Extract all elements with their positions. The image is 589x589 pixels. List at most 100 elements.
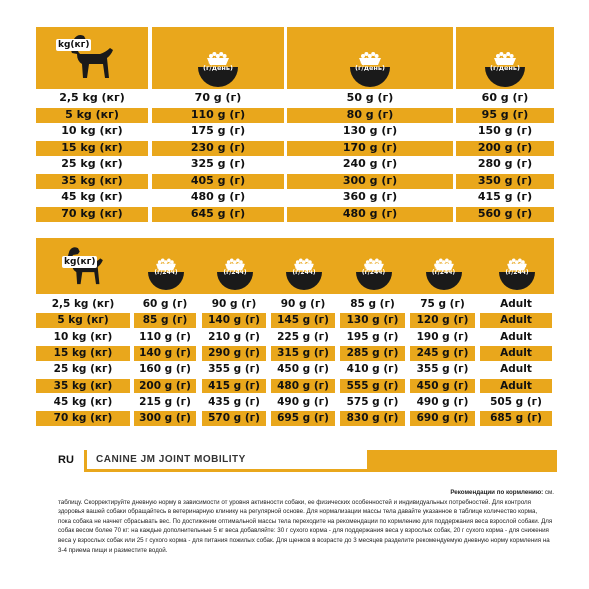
cell-value: 75 g (г) (420, 298, 465, 310)
cell-value: 240 g (г) (342, 157, 398, 170)
cell-value: 575 g (г) (346, 395, 399, 408)
table-cell: 575 g (г) (340, 395, 405, 410)
table-cell: 355 g (г) (410, 362, 475, 377)
table-cell: 685 g (г) (480, 411, 552, 426)
weight-header-label-2: kg(кг) (62, 256, 98, 268)
weight-label: 5 kg (кг) (57, 314, 109, 327)
column-unit-label: g/24h (433, 262, 454, 269)
notes-heading-tail: см. (543, 489, 554, 496)
weight-label: 35 kg (кг) (61, 173, 123, 187)
table-cell: Adult (480, 362, 552, 377)
table-cell: 145 g (г) (271, 313, 335, 329)
cell-value: 645 g (г) (190, 206, 246, 220)
cell-value: 110 g (г) (139, 330, 191, 343)
cell-value: 245 g (г) (416, 346, 469, 359)
table-cell: 350 g (г) (456, 173, 554, 189)
cell-value: 435 g (г) (208, 395, 260, 408)
table-cell: 570 g (г) (202, 411, 266, 426)
table-cell: 150 g (г) (456, 124, 554, 139)
table-cell: 60 g (г) (456, 91, 554, 106)
table-cell: 210 g (г) (202, 330, 266, 345)
feeding-table-2: kg(кг) g/24h (г/24ч) g/24h (г/24ч) g/24h (г/2… (36, 238, 554, 430)
cell-value: Adult (500, 363, 532, 376)
cell-value: 160 g (г) (139, 363, 191, 376)
weight-label: 70 kg (кг) (53, 412, 113, 425)
table-cell: 645 g (г) (152, 206, 284, 222)
weight-label: 2,5 kg (кг) (51, 298, 115, 310)
cell-value: 555 g (г) (346, 379, 399, 392)
cell-value: 140 g (г) (139, 346, 191, 359)
column-unit-label: g/24h (156, 262, 176, 269)
cell-value: 480 g (г) (342, 206, 398, 220)
cell-value: 480 g (г) (277, 379, 329, 392)
table-cell: 290 g (г) (202, 345, 266, 361)
cell-value: 450 g (г) (277, 363, 329, 376)
notes-heading-line: Рекомендации по кормлению: см. (58, 488, 554, 498)
food-bowl-icon (350, 52, 390, 87)
cell-value: 85 g (г) (142, 314, 188, 327)
table-cell: 325 g (г) (152, 157, 284, 172)
table-cell: 95 g (г) (456, 107, 554, 123)
weight-label: 45 kg (кг) (61, 190, 123, 203)
product-bar-stripe (84, 450, 557, 472)
table-cell: 130 g (г) (340, 313, 405, 329)
table-cell: 355 g (г) (202, 362, 266, 377)
cell-value: 505 g (г) (490, 395, 542, 408)
table-cell: 360 g (г) (287, 190, 453, 205)
cell-value: 190 g (г) (416, 330, 469, 343)
cell-value: 210 g (г) (208, 330, 260, 343)
column-unit-label: g/24h (294, 262, 314, 269)
column-unit-label: g/24h (225, 262, 245, 269)
table-cell: 450 g (г) (410, 378, 475, 394)
table-cell: 230 g (г) (152, 140, 284, 156)
column-unit-label: (г/24ч) (292, 269, 316, 276)
table-cell: 405 g (г) (152, 173, 284, 189)
food-bowl-icon (286, 258, 322, 290)
table-cell: 480 g (г) (287, 206, 453, 222)
table-cell: 315 g (г) (271, 345, 335, 361)
product-bar-fill (367, 450, 557, 469)
food-bowl-icon (485, 52, 525, 87)
weight-label: 35 kg (кг) (53, 379, 113, 392)
weight-label: 70 kg (кг) (61, 206, 123, 220)
weight-cell: 70 kg (кг) (36, 206, 148, 222)
cell-value: 80 g (г) (346, 107, 394, 121)
table-cell: 435 g (г) (202, 395, 266, 410)
column-unit-label: (г/24ч) (154, 269, 178, 276)
cell-value: 830 g (г) (346, 412, 399, 425)
table-cell: 170 g (г) (287, 140, 453, 156)
table-cell: 415 g (г) (202, 378, 266, 394)
table-cell: Adult (480, 330, 552, 345)
food-bowl-icon (217, 258, 253, 290)
language-code: RU (58, 454, 74, 466)
table-cell: Adult (480, 345, 552, 361)
food-bowl-icon (148, 258, 184, 290)
weight-header-cell: kg(кг) (36, 27, 148, 89)
cell-value: 280 g (г) (477, 157, 533, 170)
cell-value: Adult (500, 346, 532, 359)
cell-value: 405 g (г) (190, 173, 246, 187)
column-unit-label: (г/день) (203, 64, 233, 72)
cell-value: 50 g (г) (346, 91, 394, 104)
cell-value: 415 g (г) (208, 379, 260, 392)
food-bowl-icon (499, 258, 535, 290)
cell-value: 90 g (г) (211, 298, 257, 310)
notes-heading: Рекомендации по кормлению: (450, 489, 544, 496)
column-unit-label: g/day (207, 56, 229, 64)
cell-value: Adult (500, 379, 532, 392)
weight-cell: 25 kg (кг) (36, 157, 148, 172)
cell-value: 85 g (г) (350, 298, 395, 310)
table-cell: 300 g (г) (134, 411, 196, 426)
table-cell: 90 g (г) (271, 297, 335, 312)
cell-value: 90 g (г) (280, 298, 326, 310)
table-cell: 415 g (г) (456, 190, 554, 205)
table-cell: Adult (480, 297, 552, 312)
table-cell: 245 g (г) (410, 345, 475, 361)
cell-value: 695 g (г) (277, 412, 329, 425)
table-cell: 490 g (г) (410, 395, 475, 410)
table-cell: 300 g (г) (287, 173, 453, 189)
notes-line-6: 3-4 приема пищи и разместите водой. (58, 546, 168, 554)
cell-value: 130 g (г) (342, 124, 398, 137)
table-cell: 75 g (г) (410, 297, 475, 312)
cell-value: 450 g (г) (416, 379, 469, 392)
